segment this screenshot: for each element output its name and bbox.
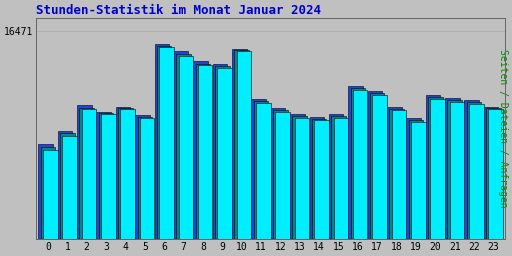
- Y-axis label: Seiten / Dateien / Anfragen: Seiten / Dateien / Anfragen: [498, 49, 508, 208]
- Bar: [99, 113, 113, 239]
- Bar: [411, 122, 425, 239]
- Bar: [155, 44, 169, 239]
- Bar: [389, 109, 404, 239]
- Bar: [486, 108, 501, 239]
- Bar: [450, 102, 464, 239]
- Bar: [447, 100, 462, 239]
- Text: Stunden-Statistik im Monat Januar 2024: Stunden-Statistik im Monat Januar 2024: [36, 4, 322, 17]
- Bar: [215, 66, 229, 239]
- Bar: [484, 106, 498, 239]
- Bar: [409, 120, 423, 239]
- Bar: [464, 100, 479, 239]
- Bar: [353, 90, 368, 239]
- Bar: [254, 101, 268, 239]
- Bar: [237, 51, 251, 239]
- Bar: [101, 114, 116, 239]
- Bar: [312, 119, 326, 239]
- Bar: [174, 51, 188, 239]
- Bar: [40, 147, 55, 239]
- Bar: [217, 68, 232, 239]
- Bar: [232, 49, 247, 239]
- Bar: [159, 47, 174, 239]
- Bar: [194, 61, 208, 239]
- Bar: [314, 121, 329, 239]
- Bar: [273, 110, 288, 239]
- Bar: [368, 91, 382, 239]
- Bar: [62, 136, 77, 239]
- Bar: [488, 109, 503, 239]
- Bar: [82, 109, 96, 239]
- Bar: [392, 110, 406, 239]
- Bar: [140, 118, 155, 239]
- Bar: [179, 56, 193, 239]
- Bar: [292, 116, 307, 239]
- Bar: [348, 87, 363, 239]
- Bar: [426, 95, 440, 239]
- Bar: [407, 118, 421, 239]
- Bar: [58, 131, 72, 239]
- Bar: [138, 117, 152, 239]
- Bar: [331, 116, 346, 239]
- Bar: [176, 54, 191, 239]
- Bar: [372, 95, 387, 239]
- Bar: [445, 98, 460, 239]
- Bar: [431, 99, 445, 239]
- Bar: [198, 65, 212, 239]
- Bar: [295, 118, 309, 239]
- Bar: [135, 115, 150, 239]
- Bar: [370, 93, 385, 239]
- Bar: [118, 108, 133, 239]
- Bar: [79, 108, 94, 239]
- Bar: [275, 112, 290, 239]
- Bar: [60, 133, 75, 239]
- Bar: [428, 97, 442, 239]
- Bar: [290, 114, 305, 239]
- Bar: [212, 64, 227, 239]
- Bar: [271, 108, 285, 239]
- Bar: [43, 150, 57, 239]
- Bar: [96, 112, 111, 239]
- Bar: [469, 104, 484, 239]
- Bar: [234, 50, 249, 239]
- Bar: [387, 106, 401, 239]
- Bar: [351, 88, 365, 239]
- Bar: [38, 144, 53, 239]
- Bar: [310, 117, 324, 239]
- Bar: [333, 118, 348, 239]
- Bar: [116, 106, 131, 239]
- Bar: [251, 99, 266, 239]
- Bar: [329, 114, 344, 239]
- Bar: [120, 109, 135, 239]
- Bar: [467, 102, 481, 239]
- Bar: [77, 105, 92, 239]
- Bar: [157, 46, 172, 239]
- Bar: [256, 103, 270, 239]
- Bar: [196, 64, 210, 239]
